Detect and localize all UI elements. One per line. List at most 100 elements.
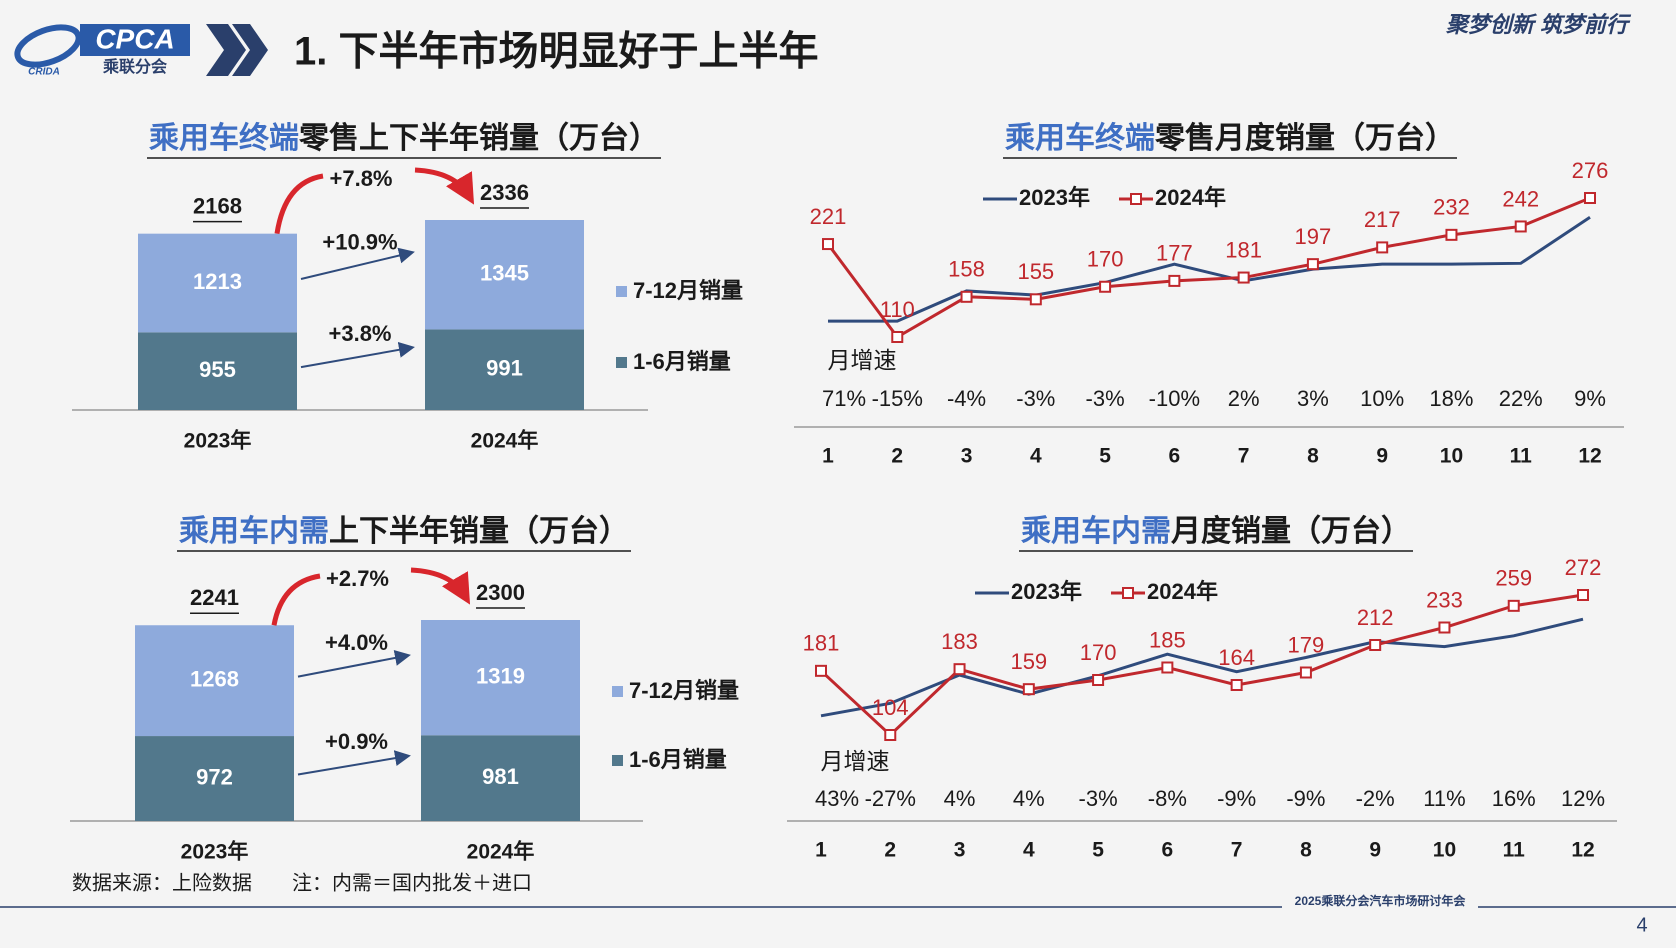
logo-swoosh [14,24,82,68]
bar-value-label: 991 [486,356,523,381]
x-tick-label: 7 [1231,839,1243,862]
growth-label: -27% [865,786,916,811]
x-tick-label: 1 [815,839,827,862]
data-label: 221 [810,204,847,229]
growth-label: +10.9% [322,230,397,255]
point-marker [1299,666,1312,679]
growth-label: 2% [1228,386,1260,411]
series-line [828,216,1591,323]
bar-value-label: 1268 [190,666,239,691]
bar-value-label: 972 [196,764,233,789]
logo: CPCA 乘联分会 CRIDA [14,23,268,78]
chart-title: 乘用车内需上下半年销量（万台） [179,514,629,548]
point-marker [1514,220,1527,233]
legend-label: 2024年 [1155,185,1226,210]
point-marker [1376,241,1389,254]
bar-segment [421,735,580,821]
bar-segment [425,329,584,410]
footnote: 注：内需＝国内批发＋进口 [292,871,532,894]
legend-label: 1-6月销量 [633,349,731,374]
x-tick-label: 3 [954,839,966,862]
growth-arrow [300,341,415,369]
title-part: 乘用车内需 [179,514,329,548]
point-marker [822,238,834,251]
data-label: 159 [1010,649,1047,674]
legend-swatch [616,286,627,297]
x-tick-label: 11 [1503,839,1526,862]
growth-label: 22% [1499,386,1543,411]
growth-arrow [300,247,415,280]
bar-value-label: 1345 [480,261,529,286]
logo-text: CPCA [95,23,174,54]
growth-label: 3% [1297,386,1329,411]
legend-label: 2023年 [1019,185,1090,210]
growth-label: 11% [1423,786,1465,811]
legend-label: 7-12月销量 [629,678,739,703]
total-growth-arrow [274,173,324,235]
growth-title: 月增速 [828,347,897,373]
series-line [819,593,1584,738]
growth-label: 16% [1492,786,1536,811]
total-growth-arrow [271,573,321,626]
total-growth-label: +2.7% [326,566,389,591]
point-marker [960,290,973,303]
x-tick-label: 10 [1433,839,1456,862]
point-marker [1099,280,1112,293]
legend-label: 2024年 [1147,579,1218,604]
title-part: 上下半年销量（万台） [329,514,629,548]
x-tick-label: 12 [1578,445,1601,468]
growth-label: -10% [1149,386,1200,411]
x-tick-label: 5 [1092,839,1104,862]
x-tick-label: 1 [822,445,834,468]
data-label: 259 [1495,566,1532,591]
point-marker [1230,679,1243,691]
point-marker [1584,192,1596,204]
point-marker [1445,228,1458,241]
growth-label: 71% [822,386,866,411]
growth-arrow [297,650,411,678]
bar-segment [135,736,294,821]
data-label: 181 [803,631,840,656]
total-label: 2336 [480,180,529,205]
data-label: 181 [1225,237,1262,262]
x-tick-label: 9 [1376,445,1388,468]
bar-segment [138,233,297,333]
total-label: 2168 [193,193,242,218]
x-tick-label: 11 [1510,445,1533,468]
growth-label: -4% [947,386,986,411]
logo-subtext: 乘联分会 [102,57,167,76]
point-marker [1369,639,1382,651]
total-label: 2300 [476,580,525,605]
legend-marker [1122,587,1134,599]
chevron [206,24,246,76]
point-marker [1168,274,1181,287]
growth-label: 10% [1360,386,1404,411]
x-tick-label: 2024年 [471,429,539,453]
data-label: 276 [1572,158,1609,183]
legend-marker [1130,193,1142,205]
data-label: 179 [1288,632,1325,657]
x-tick-label: 5 [1099,445,1111,468]
legend-label: 7-12月销量 [633,278,743,303]
total-growth-arrow [410,567,471,605]
total-growth-label: +7.8% [330,166,393,191]
growth-label: 4% [1013,786,1045,811]
point-marker [884,729,897,741]
growth-label: 4% [944,786,976,811]
growth-label: 43% [815,786,859,811]
event-name: 2025乘联分会汽车市场研讨年会 [1295,893,1467,908]
series-line [826,196,1591,339]
growth-label: -3% [1079,786,1118,811]
data-label: 177 [1156,241,1193,266]
bar-segment [421,620,580,736]
x-tick-label: 2 [884,839,896,862]
title-part: 月度销量（万台） [1171,514,1411,548]
point-marker [1577,589,1589,601]
growth-label: 18% [1429,386,1473,411]
legend-swatch [616,357,627,368]
chart-title: 乘用车内需月度销量（万台） [1021,514,1411,548]
point-marker [1092,674,1105,686]
x-tick-label: 3 [961,445,973,468]
data-label: 217 [1364,207,1401,232]
